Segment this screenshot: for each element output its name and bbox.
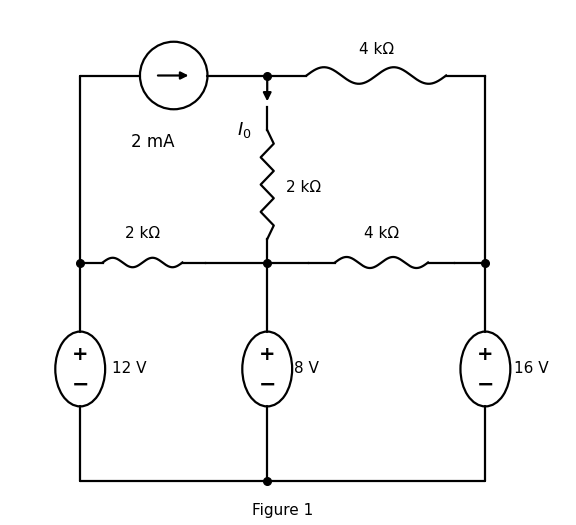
Text: 8 V: 8 V	[294, 362, 319, 376]
Text: $I_0$: $I_0$	[237, 120, 251, 140]
Text: +: +	[259, 345, 275, 364]
Text: +: +	[477, 345, 494, 364]
Text: −: −	[476, 375, 494, 395]
Text: 16 V: 16 V	[514, 362, 548, 376]
Text: 2 kΩ: 2 kΩ	[286, 180, 321, 195]
Text: Figure 1: Figure 1	[252, 503, 313, 518]
Text: 4 kΩ: 4 kΩ	[359, 42, 394, 57]
Text: +: +	[72, 345, 89, 364]
Text: 12 V: 12 V	[112, 362, 147, 376]
Text: 2 kΩ: 2 kΩ	[125, 226, 160, 242]
Text: −: −	[71, 375, 89, 395]
Text: 2 mA: 2 mA	[131, 133, 175, 151]
Text: −: −	[259, 375, 276, 395]
Text: 4 kΩ: 4 kΩ	[364, 226, 399, 242]
